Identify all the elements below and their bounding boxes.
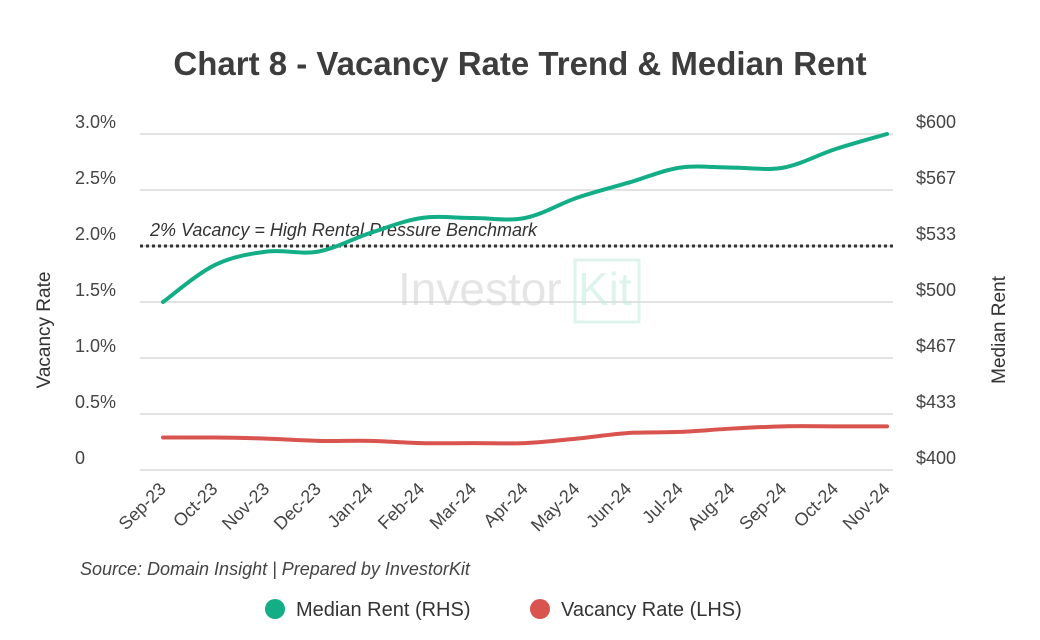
legend-label-vacancy-rate: Vacancy Rate (LHS)	[561, 599, 742, 621]
y-axis-left-label: Vacancy Rate	[34, 272, 55, 389]
x-tick: Mar-24	[426, 479, 480, 533]
watermark-text-investor: Investor	[398, 263, 562, 315]
x-tick: Sep-23	[115, 479, 170, 534]
source-note: Source: Domain Insight | Prepared by Inv…	[80, 559, 471, 579]
y-axis-right-label: Median Rent	[989, 275, 1010, 383]
legend-label-median-rent: Median Rent (RHS)	[296, 599, 471, 621]
y-tick-left: 0.5%	[75, 392, 116, 412]
x-tick: Apr-24	[479, 479, 531, 531]
x-tick: Nov-23	[218, 479, 273, 534]
chart-title: Chart 8 - Vacancy Rate Trend & Median Re…	[173, 45, 866, 82]
benchmark-label: 2% Vacancy = High Rental Pressure Benchm…	[149, 220, 538, 240]
x-tick: Jun-24	[582, 479, 635, 532]
vacancy-rate-line	[161, 424, 889, 446]
y-tick-left: 2.5%	[75, 168, 116, 188]
y-tick-right: $400	[916, 448, 956, 468]
x-tick: Dec-23	[270, 479, 325, 534]
y-tick-right: $433	[916, 392, 956, 412]
median-rent-line	[161, 132, 889, 304]
x-tick: Nov-24	[839, 479, 894, 534]
watermark-text-kit: Kit	[578, 263, 632, 315]
y-tick-right: $567	[916, 168, 956, 188]
y-tick-right: $467	[916, 336, 956, 356]
y-tick-left: 1.0%	[75, 336, 116, 356]
x-tick: Oct-23	[169, 479, 221, 531]
x-tick: Oct-24	[790, 479, 842, 531]
x-tick: Jan-24	[324, 479, 377, 532]
y-tick-right: $600	[916, 112, 956, 132]
y-tick-left: 3.0%	[75, 112, 116, 132]
investorkit-watermark: Investor Kit	[398, 258, 641, 324]
x-tick: Feb-24	[374, 479, 428, 533]
y-tick-right: $533	[916, 224, 956, 244]
x-tick: Jul-24	[638, 479, 687, 528]
y-tick-left: 0	[75, 448, 85, 468]
x-tick: Sep-24	[735, 479, 790, 534]
y-tick-right: $500	[916, 280, 956, 300]
y-tick-left: 2.0%	[75, 224, 116, 244]
legend-marker-median-rent	[265, 599, 285, 619]
watermark-box	[573, 258, 641, 324]
legend-marker-vacancy-rate	[530, 599, 550, 619]
x-tick: Aug-24	[683, 479, 738, 534]
y-tick-left: 1.5%	[75, 280, 116, 300]
legend: Median Rent (RHS) Vacancy Rate (LHS)	[265, 599, 742, 621]
x-tick: May-24	[527, 479, 584, 536]
